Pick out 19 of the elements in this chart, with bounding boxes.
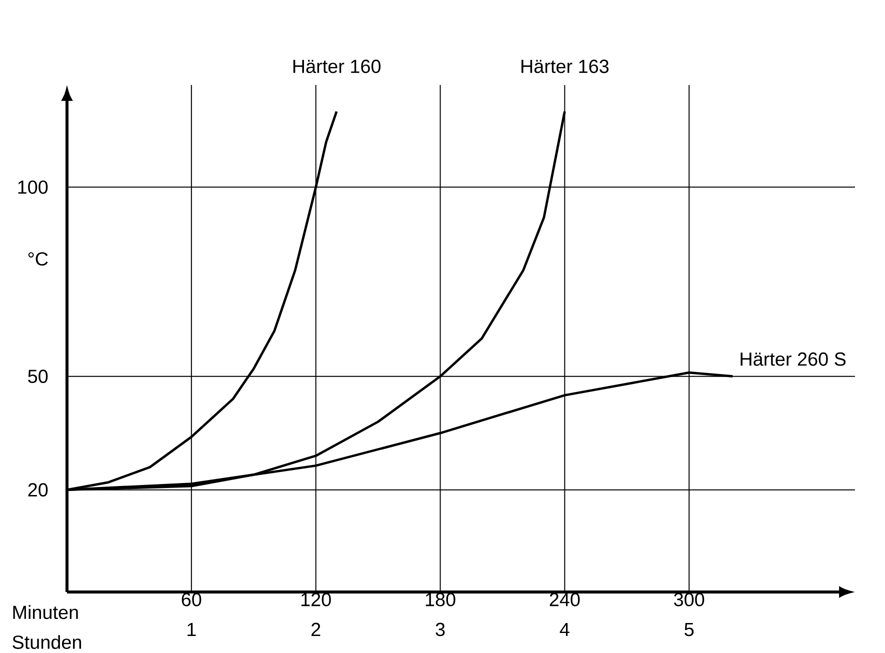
y-axis-title: °C [28,252,48,266]
x-tick-label: 180 [426,592,456,606]
x-tick-label: 60 [182,592,202,606]
y-tick-label: 50 [28,370,48,384]
x-tick-label: 300 [674,592,704,606]
x2-axis-title: Stunden [12,635,82,649]
x2-tick-label: 2 [312,622,320,636]
x2-tick-label: 5 [684,622,694,636]
text: Härter 163 [522,60,609,74]
x-tick-label: 120 [301,592,331,606]
x2-tick-label: 1 [188,622,196,636]
text: Härter 160 [293,60,381,74]
y-tick-label: 20 [28,483,48,497]
x-axis-title: Minuten [13,605,78,620]
series-label: Härter 260 S [740,352,846,366]
x2-tick-label: 4 [560,622,570,636]
x-tick-label: 240 [550,592,580,606]
x2-tick-label: 3 [436,622,445,636]
y-tick-label: 100 [18,180,48,194]
